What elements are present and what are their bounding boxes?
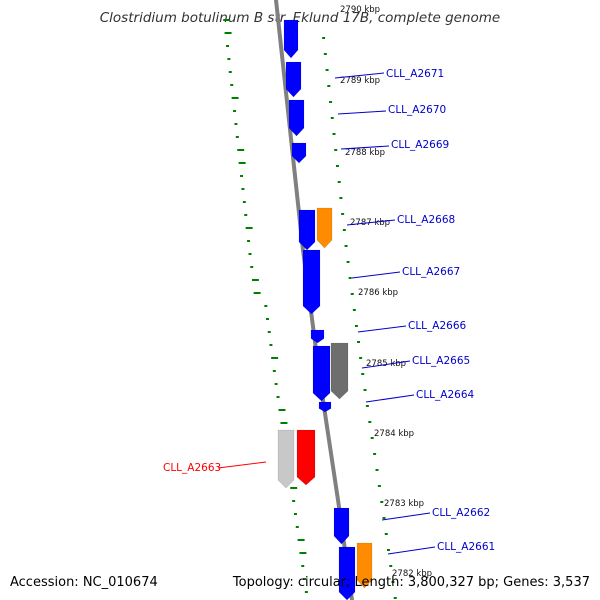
kbp-tick-label: 2790 kbp xyxy=(340,5,380,15)
gene-arrow-cll-a2669[interactable] xyxy=(291,142,307,164)
kbp-tick-label: 2783 kbp xyxy=(384,499,424,509)
leader-line-cll-a2663 xyxy=(217,461,267,469)
gene-label-cll-a2661[interactable]: CLL_A2661 xyxy=(437,541,495,553)
leader-line-cll-a2667 xyxy=(351,271,401,279)
gene-arrow-cll-a2662[interactable] xyxy=(333,507,350,545)
gene-arrow-cll-a2663-b[interactable] xyxy=(277,429,295,489)
gene-arrow-cll-a2668[interactable] xyxy=(316,207,333,249)
gene-arrow-cll-a2668-a[interactable] xyxy=(298,209,316,251)
gene-label-cll-a2668[interactable]: CLL_A2668 xyxy=(397,214,455,226)
gene-arrow-cll-a2663[interactable] xyxy=(296,429,316,486)
gene-label-cll-a2667[interactable]: CLL_A2667 xyxy=(402,266,460,278)
tick-ring xyxy=(322,37,397,599)
leader-line-cll-a2665 xyxy=(361,360,411,369)
kbp-tick-label: 2789 kbp xyxy=(340,76,380,86)
gene-arrow-cll-a2666[interactable] xyxy=(310,329,325,344)
leader-line-cll-a2666 xyxy=(357,325,407,333)
gene-label-cll-a2670[interactable]: CLL_A2670 xyxy=(388,104,446,116)
leader-line-cll-a2662 xyxy=(381,512,431,521)
gene-label-cll-a2671[interactable]: CLL_A2671 xyxy=(386,68,444,80)
gene-arrow-cll-a2667[interactable] xyxy=(302,249,321,315)
kbp-tick-label: 2784 kbp xyxy=(374,429,414,439)
gene-label-cll-a2669[interactable]: CLL_A2669 xyxy=(391,139,449,151)
gene-label-cll-a2665[interactable]: CLL_A2665 xyxy=(412,355,470,367)
gene-arrow-cll-a2670[interactable] xyxy=(288,99,305,137)
leader-line-cll-a2670 xyxy=(337,110,387,115)
gene-arrow-cll-a2661-b[interactable] xyxy=(356,542,373,589)
leader-line-cll-a2671 xyxy=(334,72,385,79)
kbp-tick-label: 2786 kbp xyxy=(358,288,398,298)
gene-label-cll-a2663[interactable]: CLL_A2663 xyxy=(163,462,221,474)
gene-label-cll-a2666[interactable]: CLL_A2666 xyxy=(408,320,467,332)
gene-label-cll-a2662[interactable]: CLL_A2662 xyxy=(432,507,490,519)
gene-arrow-cll-a2672[interactable] xyxy=(283,19,299,59)
kbp-tick-label: 2782 kbp xyxy=(392,569,432,579)
gene-arrow-cll-a2665-b[interactable] xyxy=(330,342,349,400)
gene-label-cll-a2664[interactable]: CLL_A2664 xyxy=(416,389,475,401)
leader-line-cll-a2669 xyxy=(340,145,390,150)
kbp-tick-label: 2788 kbp xyxy=(345,148,385,158)
leader-line-cll-a2664 xyxy=(365,394,415,403)
leader-line-cll-a2661 xyxy=(387,546,436,555)
gene-arrow-cll-a2665[interactable] xyxy=(312,345,331,402)
gene-arrow-cll-a2661[interactable] xyxy=(338,546,356,600)
accession-text: Accession: NC_010674 xyxy=(10,575,158,590)
gene-arrow-cll-a2671[interactable] xyxy=(285,61,302,98)
leader-line-cll-a2668 xyxy=(346,219,396,226)
gene-arrow-cll-a2664[interactable] xyxy=(318,401,332,413)
genome-summary: Topology: circular; Length: 3,800,327 bp… xyxy=(232,575,590,590)
map-title: Clostridium botulinum B str. Eklund 17B,… xyxy=(99,10,501,26)
